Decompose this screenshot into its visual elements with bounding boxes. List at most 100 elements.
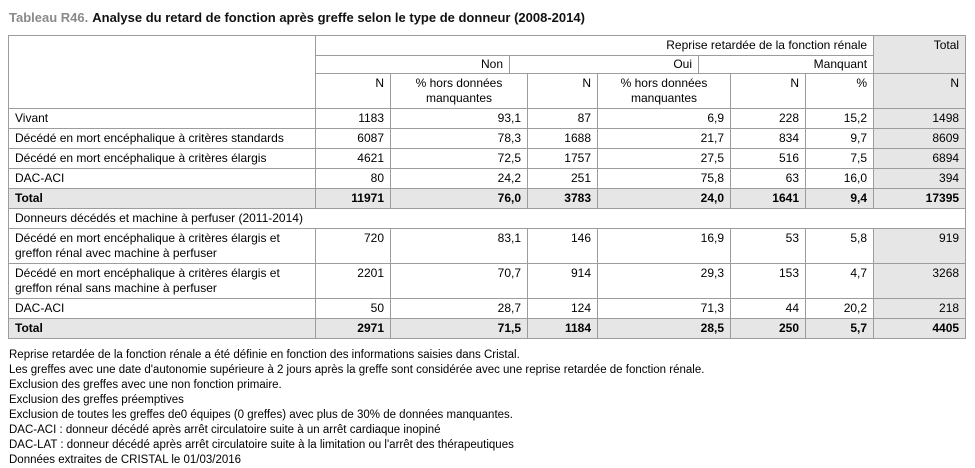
footnote-line: Exclusion des greffes avec une non fonct… (9, 379, 282, 391)
cell-total: 4405 (873, 318, 967, 339)
table-row-mort-encephalique-standards: Décédé en mort encéphalique à critères s… (8, 128, 967, 149)
footnote-line: DAC-LAT : donneur décédé après arrêt cir… (9, 439, 514, 451)
row-label: Décédé en mort encéphalique à critères s… (8, 128, 316, 149)
section-header-label: Donneurs décédés et machine à perfuser (… (7, 208, 967, 229)
cell-manquant-pct: 5,8 (804, 228, 875, 264)
table-row-vivant: Vivant 1183 93,1 87 6,9 228 15,2 1498 (8, 108, 967, 129)
cell-oui-n: 1184 (527, 318, 598, 339)
cell-non-pct: 83,1 (390, 228, 528, 264)
cell-manquant-n: 153 (730, 263, 806, 299)
table-row-total-2008-2014: Total 11971 76,0 3783 24,0 1641 9,4 1739… (8, 188, 967, 209)
cell-manquant-pct: 15,2 (804, 108, 875, 129)
subheader-manquant: Manquant (697, 55, 875, 74)
table-caption: Analyse du retard de fonction après gref… (92, 10, 585, 25)
cell-total: 8609 (873, 128, 967, 149)
cell-non-n: 720 (315, 228, 391, 264)
col-header-oui-pct: % hors données manquantes (597, 73, 731, 109)
table-row-mort-encephalique-elargis: Décédé en mort encéphalique à critères é… (8, 148, 967, 169)
col-header-manquant-pct: % (804, 73, 875, 109)
cell-non-n: 50 (315, 298, 391, 319)
cell-non-n: 6087 (315, 128, 391, 149)
cell-oui-n: 1688 (527, 128, 598, 149)
col-header-total-n: N (873, 73, 967, 109)
footnote-line: Exclusion des greffes préemptives (9, 394, 184, 406)
table-row-elargis-avec-machine: Décédé en mort encéphalique à critères é… (8, 228, 967, 264)
cell-non-pct: 78,3 (390, 128, 528, 149)
row-label-total: Total (8, 188, 316, 209)
cell-non-n: 1183 (315, 108, 391, 129)
cell-non-n: 2201 (315, 263, 391, 299)
total-header: Total (873, 35, 967, 74)
cell-non-n: 4621 (315, 148, 391, 169)
footnote-line: Les greffes avec une date d'autonomie su… (9, 364, 705, 376)
cell-manquant-n: 44 (730, 298, 806, 319)
header-row-group: Reprise retardée de la fonction rénale T… (8, 35, 967, 109)
cell-oui-n: 914 (527, 263, 598, 299)
cell-oui-n: 3783 (527, 188, 598, 209)
cell-oui-pct: 6,9 (597, 108, 731, 129)
cell-oui-n: 87 (527, 108, 598, 129)
cell-manquant-n: 834 (730, 128, 806, 149)
table-row-dac-aci: DAC-ACI 80 24,2 251 75,8 63 16,0 394 (8, 168, 967, 189)
cell-total: 1498 (873, 108, 967, 129)
cell-manquant-pct: 4,7 (804, 263, 875, 299)
cell-oui-n: 146 (527, 228, 598, 264)
table-title: Tableau R46. Analyse du retard de fonctio… (9, 10, 967, 26)
cell-oui-pct: 29,3 (597, 263, 731, 299)
footnotes: Reprise retardée de la fonction rénale a… (9, 348, 967, 468)
cell-oui-pct: 71,3 (597, 298, 731, 319)
col-header-non-n: N (315, 73, 391, 109)
cell-total: 6894 (873, 148, 967, 169)
cell-manquant-n: 1641 (730, 188, 806, 209)
cell-non-pct: 76,0 (390, 188, 528, 209)
col-header-oui-n: N (527, 73, 598, 109)
col-header-non-pct: % hors données manquantes (390, 73, 528, 109)
subheader-non: Non (315, 55, 510, 74)
col-header-manquant-n: N (730, 73, 806, 109)
cell-total: 394 (873, 168, 967, 189)
cell-manquant-pct: 9,7 (804, 128, 875, 149)
cell-non-pct: 93,1 (390, 108, 528, 129)
cell-manquant-pct: 9,4 (804, 188, 875, 209)
cell-oui-pct: 28,5 (597, 318, 731, 339)
row-label: Décédé en mort encéphalique à critères é… (8, 148, 316, 169)
cell-manquant-n: 53 (730, 228, 806, 264)
cell-manquant-pct: 20,2 (804, 298, 875, 319)
table-number: Tableau R46. (9, 10, 89, 25)
table-row-elargis-sans-machine: Décédé en mort encéphalique à critères é… (8, 263, 967, 299)
footnote-line: Exclusion de toutes les greffes de0 équi… (9, 409, 513, 421)
header-row-columns: N % hors données manquantes N % hors don… (9, 73, 967, 109)
row-label: Vivant (8, 108, 316, 129)
cell-non-pct: 72,5 (390, 148, 528, 169)
cell-oui-n: 124 (527, 298, 598, 319)
cell-non-n: 11971 (315, 188, 391, 209)
cell-oui-pct: 21,7 (597, 128, 731, 149)
table-row-total-2011-2014: Total 2971 71,5 1184 28,5 250 5,7 4405 (8, 318, 967, 339)
row-label: Décédé en mort encéphalique à critères é… (8, 228, 316, 264)
row-label: Décédé en mort encéphalique à critères é… (8, 263, 316, 299)
cell-manquant-pct: 5,7 (804, 318, 875, 339)
cell-total: 17395 (873, 188, 967, 209)
cell-total: 919 (873, 228, 967, 264)
cell-non-pct: 71,5 (390, 318, 528, 339)
cell-oui-n: 251 (527, 168, 598, 189)
cell-non-n: 80 (315, 168, 391, 189)
subheader-oui: Oui (509, 55, 699, 74)
row-label: DAC-ACI (8, 168, 316, 189)
cell-manquant-n: 228 (730, 108, 806, 129)
cell-total: 3268 (873, 263, 967, 299)
cell-manquant-n: 250 (730, 318, 806, 339)
section-header-row: Donneurs décédés et machine à perfuser (… (7, 208, 967, 229)
data-table: Reprise retardée de la fonction rénale T… (7, 35, 967, 339)
corner-cell (8, 35, 316, 109)
cell-total: 218 (873, 298, 967, 319)
cell-manquant-n: 516 (730, 148, 806, 169)
cell-manquant-pct: 16,0 (804, 168, 875, 189)
table-row-dac-aci-machine: DAC-ACI 50 28,7 124 71,3 44 20,2 218 (8, 298, 967, 319)
cell-non-pct: 28,7 (390, 298, 528, 319)
cell-manquant-pct: 7,5 (804, 148, 875, 169)
cell-oui-pct: 75,8 (597, 168, 731, 189)
cell-oui-n: 1757 (527, 148, 598, 169)
footnote-line: DAC-ACI : donneur décédé après arrêt cir… (9, 424, 441, 436)
